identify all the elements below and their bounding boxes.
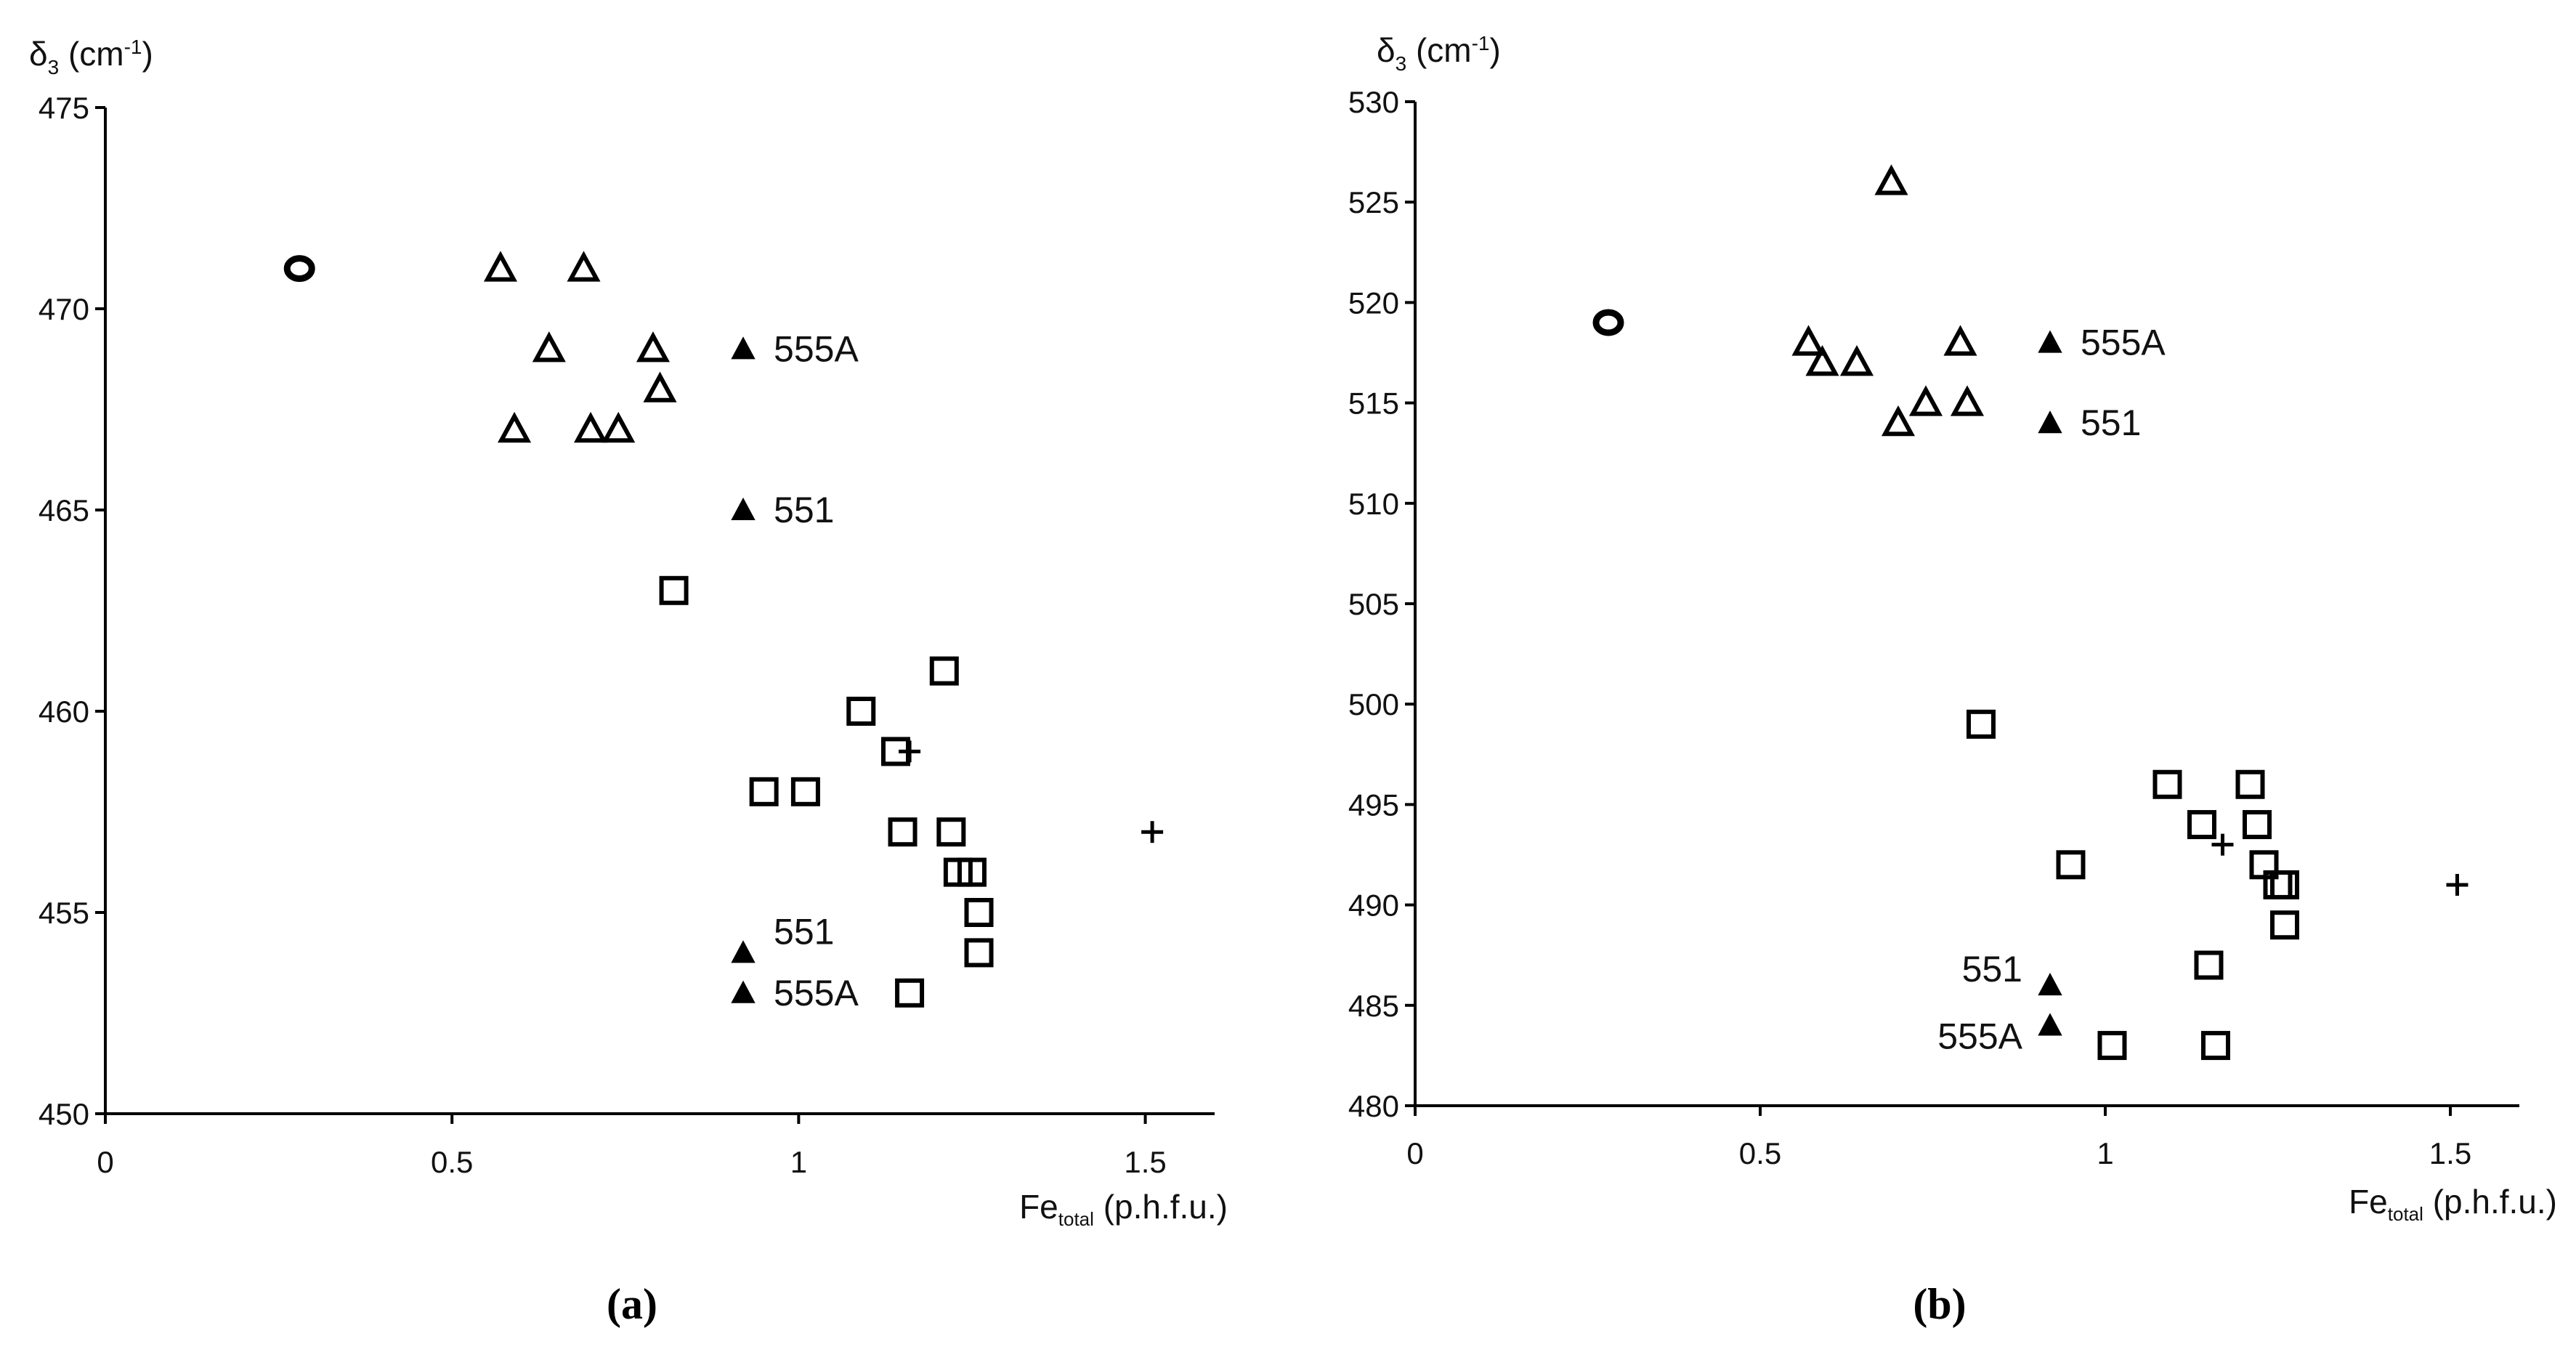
- panel-a-annotation: 555A: [774, 328, 859, 369]
- panel-b-chart: 480 485 490 495 500 505 510 515 520 525 530 0 0.5 1 1.…: [1348, 31, 2557, 1225]
- panel-b-y-axis-label: δ3 (cm-1): [1377, 31, 1501, 75]
- panel-a-x-tick-label: 1: [790, 1145, 807, 1179]
- panel-b-point-plus: [2446, 873, 2468, 896]
- panel-a-point-plus: [899, 740, 921, 763]
- panel-b-point-filled-triangle: [2038, 410, 2062, 434]
- panel-b-point-plus: [2211, 833, 2234, 856]
- panel-a-point-filled-triangle: [731, 336, 756, 360]
- panel-a-point-square: [888, 817, 918, 847]
- panel-b-y-tick-label: 515: [1348, 386, 1399, 421]
- panel-b-point-circle: [1592, 309, 1624, 336]
- panel-b-x-axis-label: Fetotal (p.h.f.u.): [2349, 1183, 2557, 1225]
- panel-b-y-tick-label: 500: [1348, 687, 1399, 721]
- panel-b-y-tick-label: 510: [1348, 487, 1399, 521]
- panel-b-point-open-triangle: [1839, 345, 1874, 376]
- panel-b-point-open-triangle: [1881, 405, 1916, 437]
- panel-b-annotation: 551: [2081, 402, 2141, 443]
- panel-b-point-filled-triangle: [2038, 973, 2062, 996]
- panel-b-point-open-triangle: [1908, 385, 1943, 416]
- panel-a-point-square: [929, 656, 959, 686]
- panel-b-x-tick-label: 0.5: [1739, 1136, 1781, 1170]
- panel-a-y-tick-label: 470: [39, 292, 89, 326]
- panel-a-point-square: [846, 697, 876, 726]
- panel-b-point-filled-triangle: [2038, 330, 2062, 353]
- panel-a-x-tick-label: 1.5: [1124, 1145, 1166, 1179]
- panel-b-point-open-triangle: [1791, 325, 1826, 356]
- panel-b-y-tick-label: 490: [1348, 888, 1399, 923]
- panel-a-x-tick-label: 0: [97, 1145, 113, 1179]
- panel-a-point-open-triangle: [574, 411, 608, 443]
- panel-a-point-plus: [1141, 821, 1164, 843]
- panel-a-label: (a): [607, 1280, 657, 1328]
- panel-a-y-tick-label: 455: [39, 896, 89, 930]
- panel-a-point-square: [964, 898, 994, 927]
- panel-b-x-tick-label: 1.5: [2429, 1136, 2471, 1170]
- panel-a-point-filled-triangle: [731, 497, 756, 520]
- panel-b-y-tick-label: 525: [1348, 185, 1399, 219]
- panel-b-point-square: [2194, 950, 2224, 980]
- panel-a-point-open-triangle: [602, 411, 636, 443]
- panel-a-point-open-triangle: [643, 371, 677, 402]
- panel-a-point-open-triangle: [498, 411, 532, 443]
- panel-b-point-open-triangle: [1950, 385, 1985, 416]
- panel-b-point-square: [2056, 850, 2086, 880]
- panel-b-y-tick-label: 505: [1348, 587, 1399, 621]
- panel-b-annotation: 555A: [1937, 1016, 2022, 1056]
- panel-a-point-filled-triangle: [731, 980, 756, 1003]
- panel-b-point-open-triangle: [1805, 345, 1839, 376]
- panel-b-label: (b): [1913, 1280, 1966, 1328]
- panel-a-y-tick-label: 465: [39, 493, 89, 527]
- panel-a-point-square: [936, 817, 966, 847]
- panel-a-point-open-triangle: [483, 251, 518, 282]
- panel-b-point-square: [2270, 870, 2299, 899]
- panel-b-y-tick-label: 495: [1348, 788, 1399, 822]
- panel-a-x-axis-label: Fetotal (p.h.f.u.): [1019, 1188, 1228, 1230]
- panel-a-point-filled-triangle: [731, 940, 756, 963]
- panel-a-point-circle: [283, 255, 315, 283]
- panel-b-point-filled-triangle: [2038, 1013, 2062, 1036]
- panel-a-point-open-triangle: [532, 331, 566, 363]
- panel-b-point-square: [2097, 1031, 2127, 1061]
- panel-a-annotation: 555A: [774, 973, 859, 1013]
- panel-a-point-square: [659, 575, 689, 605]
- panel-b-x-tick-label: 0: [1406, 1136, 1423, 1170]
- panel-b-point-square: [2201, 1031, 2230, 1061]
- panel-a-annotation: 551: [774, 911, 834, 952]
- panel-a-point-square: [895, 978, 925, 1008]
- panel-b-x-tick-label: 1: [2097, 1136, 2113, 1170]
- panel-b-point-open-triangle: [1943, 325, 1977, 356]
- panel-a-y-tick-label: 450: [39, 1097, 89, 1131]
- panel-b-point-square: [1967, 709, 1996, 739]
- panel-a-annotation: 551: [774, 490, 834, 530]
- panel-b-y-tick-label: 485: [1348, 989, 1399, 1023]
- panel-b-point-square: [2187, 810, 2216, 840]
- panel-b-point-square: [2243, 810, 2272, 840]
- panel-b-point-square: [2152, 769, 2182, 799]
- panel-b-y-tick-label: 530: [1348, 85, 1399, 119]
- panel-b-point-open-triangle: [1874, 164, 1908, 195]
- panel-b-y-tick-label: 520: [1348, 286, 1399, 320]
- panel-a-point-square: [964, 938, 994, 968]
- panel-a-x-tick-label: 0.5: [431, 1145, 473, 1179]
- panel-a-point-square: [790, 777, 820, 806]
- panel-a-point-open-triangle: [636, 331, 671, 363]
- panel-a-point-open-triangle: [567, 251, 601, 282]
- panel-a-chart: 450 455 460 465 470 475 0 0.5 1 1.5 δ3 (cm-1) Fetot…: [29, 35, 1228, 1230]
- panel-a-y-tick-label: 460: [39, 695, 89, 729]
- panel-b-annotation: 555A: [2081, 323, 2166, 363]
- panel-a-y-axis-label: δ3 (cm-1): [29, 35, 153, 78]
- panel-b-point-square: [2235, 769, 2265, 799]
- panel-a-y-tick-label: 475: [39, 91, 89, 125]
- panel-b-point-square: [2270, 910, 2299, 940]
- panel-a-point-square: [749, 777, 779, 806]
- panel-b-annotation: 551: [1962, 949, 2022, 989]
- panel-a-point-square: [957, 857, 987, 887]
- panel-b-y-tick-label: 480: [1348, 1089, 1399, 1123]
